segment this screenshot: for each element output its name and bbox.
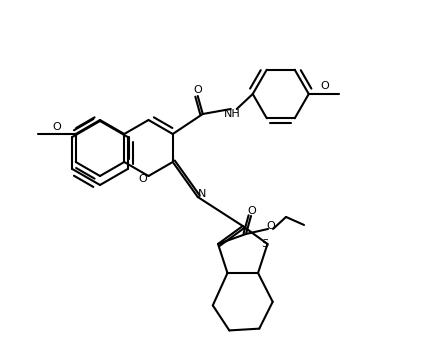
Text: O: O <box>267 221 275 231</box>
Text: O: O <box>320 81 329 91</box>
Text: N: N <box>198 189 206 199</box>
Text: O: O <box>193 85 202 95</box>
Text: O: O <box>248 206 256 216</box>
Text: NH: NH <box>225 109 241 119</box>
Text: O: O <box>52 122 61 132</box>
Text: S: S <box>261 239 268 249</box>
Text: O: O <box>138 174 147 184</box>
